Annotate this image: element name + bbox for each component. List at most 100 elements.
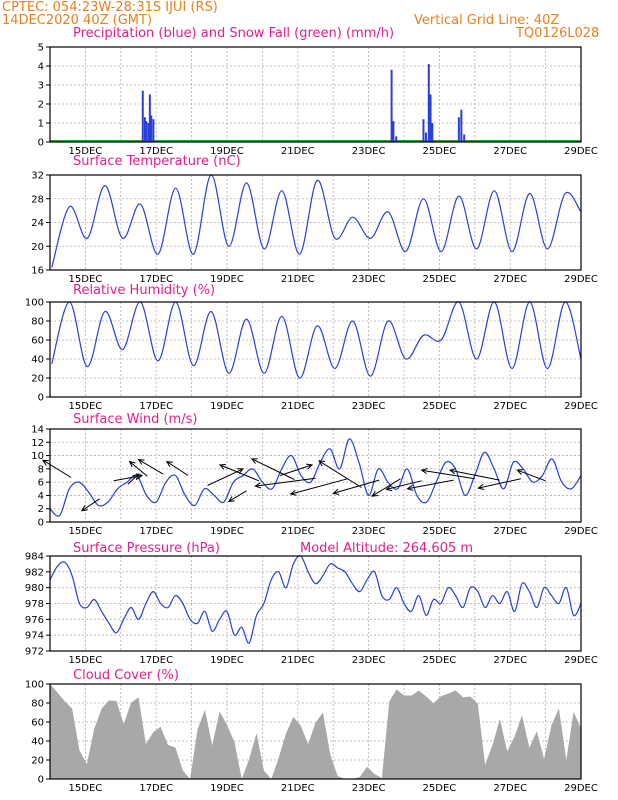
precip-xtick-label: 21DEC [281, 146, 315, 157]
cloud-ytick-label: 80 [31, 699, 44, 710]
wind-arrow [80, 498, 100, 512]
header-code: TQ0126L028 [515, 26, 599, 41]
humidity-ytick-label: 60 [31, 336, 44, 347]
wind-arrow [279, 463, 314, 476]
wind-ytick-label: 8 [38, 464, 44, 475]
header-station: CPTEC: 054:23W-28:31S IJUI (RS) [2, 0, 218, 15]
humidity-xtick-label: 19DEC [210, 401, 244, 412]
wind-ytick-label: 6 [38, 478, 44, 489]
pressure-ytick-label: 978 [25, 599, 44, 610]
wind-arrow [332, 479, 380, 495]
wind-arrow [137, 459, 164, 475]
wind-arrow [289, 478, 348, 496]
wind-ytick-label: 12 [31, 438, 44, 449]
cloud-cover-area [50, 684, 581, 779]
wind-panel: 15DEC 17DEC 19DEC 21DEC 23DEC 25DEC 27DEC 29DEC… [31, 425, 598, 538]
temp-title: Surface Temperature (nC) [73, 154, 241, 169]
temp-ytick-label: 24 [31, 218, 44, 229]
wind-arrow [41, 459, 72, 478]
wind-arrow [207, 468, 244, 486]
precip-xtick-label: 17DEC [139, 146, 173, 157]
pressure-xtick-label: 19DEC [210, 655, 244, 666]
precip-ytick-label: 2 [38, 100, 44, 111]
pressure-xtick-label: 17DEC [139, 655, 173, 666]
cloud-ytick-label: 60 [31, 718, 44, 729]
wind-ytick-label: 2 [38, 504, 44, 515]
humidity-xtick-label: 17DEC [139, 401, 173, 412]
wind-arrow [250, 458, 295, 480]
precip-frame [49, 46, 582, 143]
precip-title: Precipitation (blue) and Snow Fall (gree… [73, 26, 394, 41]
humidity-ytick-label: 100 [25, 298, 44, 309]
temp-xtick-label: 23DEC [352, 274, 386, 285]
header-run: 14DEC2020 40Z (GMT) [2, 13, 152, 28]
cloud-xtick-label: 23DEC [352, 783, 386, 794]
cloud-frame [49, 683, 582, 780]
humidity-xtick-label: 23DEC [352, 401, 386, 412]
precip-bar [152, 119, 155, 142]
precip-bar [424, 132, 427, 142]
humidity-ytick-label: 40 [31, 355, 44, 366]
precip-xtick-label: 19DEC [210, 146, 244, 157]
pressure-ytick-label: 974 [25, 631, 44, 642]
cloud-ytick-label: 100 [25, 680, 44, 691]
precip-bar [427, 64, 430, 142]
wind-xtick-label: 15DEC [69, 526, 103, 537]
precip-ytick-label: 0 [38, 138, 44, 149]
cloud-xtick-label: 17DEC [139, 783, 173, 794]
humidity-frame [49, 301, 582, 398]
wind-xtick-label: 23DEC [352, 526, 386, 537]
temp-frame [49, 174, 582, 271]
temp-xtick-label: 25DEC [423, 274, 457, 285]
cloud-xtick-label: 27DEC [493, 783, 527, 794]
humidity-title: Relative Humidity (%) [73, 283, 215, 298]
wind-ytick-label: 14 [31, 425, 44, 436]
pressure-line [49, 555, 582, 644]
precip-xtick-label: 15DEC [69, 146, 103, 157]
temp-ytick-label: 16 [31, 266, 44, 277]
precip-xtick-label: 29DEC [564, 146, 598, 157]
cloud-xtick-label: 29DEC [564, 783, 598, 794]
precip-xtick-label: 23DEC [352, 146, 386, 157]
precip-bar [390, 69, 393, 142]
humidity-ytick-label: 80 [31, 317, 44, 328]
wind-ytick-label: 4 [38, 491, 44, 502]
temp-ytick-label: 28 [31, 194, 44, 205]
precip-bar [148, 94, 151, 142]
pressure-ytick-label: 972 [25, 647, 44, 658]
precip-xtick-label: 27DEC [493, 146, 527, 157]
temp-xtick-label: 17DEC [139, 274, 173, 285]
wind-arrow [165, 460, 189, 476]
wind-xtick-label: 25DEC [423, 526, 457, 537]
pressure-ytick-label: 982 [25, 567, 44, 578]
precip-ytick-label: 4 [38, 62, 44, 73]
temp-ytick-label: 20 [31, 242, 44, 253]
wind-arrow [406, 479, 454, 491]
wind-arrow [227, 490, 247, 502]
pressure-frame [49, 555, 582, 652]
wind-xtick-label: 29DEC [564, 526, 598, 537]
header-grid-note: Vertical Grid Line: 40Z [414, 13, 559, 28]
temp-panel: 15DEC 17DEC 19DEC 21DEC 23DEC 25DEC 27DEC 29DEC… [31, 171, 598, 286]
temp-xtick-label: 15DEC [69, 274, 103, 285]
temp-xtick-label: 27DEC [493, 274, 527, 285]
wind-arrow [128, 460, 148, 477]
precip-bar [147, 123, 150, 142]
pressure-xtick-label: 29DEC [564, 655, 598, 666]
precip-bar [429, 94, 432, 142]
pressure-ytick-label: 976 [25, 615, 44, 626]
wind-arrow [448, 468, 500, 481]
wind-xtick-label: 17DEC [139, 526, 173, 537]
wind-arrow [477, 478, 521, 490]
humidity-ytick-label: 0 [38, 393, 44, 404]
cloud-xtick-label: 19DEC [210, 783, 244, 794]
wind-arrow [218, 464, 260, 482]
cloud-xtick-label: 21DEC [281, 783, 315, 794]
precip-ytick-label: 5 [38, 43, 44, 54]
pressure-xtick-label: 27DEC [493, 655, 527, 666]
pressure-xtick-label: 23DEC [352, 655, 386, 666]
precip-bar [150, 115, 153, 142]
precip-bar [457, 117, 460, 142]
cloud-title: Cloud Cover (%) [73, 668, 179, 683]
